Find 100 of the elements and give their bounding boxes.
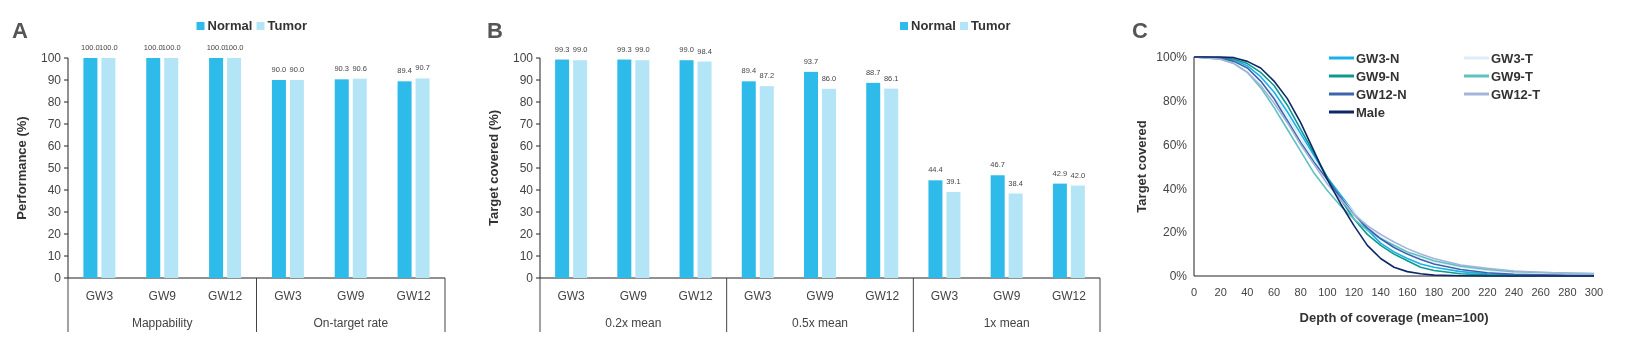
x-tick-label: 0	[1190, 286, 1198, 298]
x-tick-label: 220	[1478, 286, 1497, 298]
y-tick-label: 20	[47, 227, 62, 242]
y-tick-label: 100	[40, 51, 62, 66]
legend-label: GW3-T	[1491, 50, 1533, 66]
bar	[271, 80, 286, 278]
bar	[101, 58, 116, 278]
bar	[990, 175, 1005, 278]
y-tick-label: 50	[519, 161, 534, 176]
bar	[884, 88, 899, 278]
y-tick-label: 90	[519, 73, 534, 88]
x-tick-label: 80	[1294, 286, 1307, 298]
x-tick-label: GW12	[678, 289, 713, 303]
x-tick-label: GW9	[337, 289, 365, 303]
text: On-target rate	[313, 316, 389, 330]
x-tick-label: 100	[1318, 286, 1337, 298]
y-tick-label: 30	[47, 205, 62, 220]
x-tick-label: 20	[1214, 286, 1227, 298]
x-tick-label: 260	[1531, 286, 1550, 298]
y-tick-label: 60	[47, 139, 62, 154]
bar	[555, 59, 570, 278]
bar	[759, 86, 774, 278]
y-tick-label: 50	[47, 161, 62, 176]
bar	[334, 79, 349, 278]
x-tick-label: GW3	[744, 289, 772, 303]
bar	[1008, 193, 1023, 278]
text: 1x mean	[983, 316, 1030, 330]
y-tick-label: 20%	[1162, 225, 1188, 240]
bar	[146, 58, 161, 278]
y-axis-title: Target covered (%)	[486, 109, 501, 227]
x-tick-label: GW3	[274, 289, 302, 303]
bar	[1052, 183, 1067, 278]
bar	[679, 60, 694, 278]
legend-label: Tumor	[971, 18, 1011, 33]
x-tick-label: GW12	[396, 289, 431, 303]
x-tick-label: GW3	[85, 289, 114, 303]
legend-label: Normal	[207, 18, 253, 33]
y-tick-label: 0	[526, 271, 534, 286]
y-tick-label: 10	[519, 249, 534, 264]
x-tick-label: 200	[1451, 286, 1470, 298]
bar	[83, 58, 98, 278]
x-tick-label: GW9	[806, 289, 834, 303]
x-tick-label: GW12	[208, 289, 243, 303]
x-tick-label: GW9	[148, 289, 177, 303]
text: 0.5x mean	[791, 316, 849, 330]
x-tick-label: 120	[1344, 286, 1364, 298]
bar	[741, 81, 756, 278]
y-axis-title: Performance (%)	[14, 116, 29, 220]
bar	[1070, 185, 1085, 278]
x-tick-label: 160	[1398, 286, 1417, 298]
x-tick-label: 180	[1424, 286, 1444, 298]
text: 0.2x mean	[605, 316, 662, 330]
chart-title: B	[487, 18, 503, 43]
y-tick-label: 70	[47, 117, 62, 132]
x-tick-label: GW3	[930, 289, 959, 303]
x-tick-label: 40	[1241, 286, 1254, 298]
x-tick-label: 240	[1504, 286, 1524, 298]
x-tick-label: GW3	[557, 289, 586, 303]
y-tick-label: 80%	[1162, 94, 1188, 108]
y-tick-label: 100	[512, 51, 534, 66]
y-tick-label: 30	[519, 205, 534, 220]
bar	[804, 71, 818, 278]
x-tick-label: 300	[1584, 286, 1604, 298]
bar	[227, 58, 242, 278]
bar	[866, 82, 881, 278]
y-tick-label: 40%	[1162, 181, 1188, 196]
x-axis-title: Depth of coverage (mean=100)	[1299, 310, 1489, 325]
bar	[352, 78, 367, 278]
y-tick-label: 10	[47, 249, 62, 264]
y-axis-title: Target covered	[1134, 120, 1149, 213]
legend-label: Normal	[911, 18, 956, 33]
legend-label: Male	[1356, 104, 1385, 120]
bar	[415, 78, 430, 278]
bar	[397, 81, 412, 278]
legend-label: GW3-N	[1356, 50, 1400, 66]
x-tick-label: GW9	[619, 289, 648, 303]
legend-label: GW9-N	[1356, 68, 1400, 84]
y-tick-label: 40	[47, 183, 62, 198]
legend-label: Tumor	[267, 18, 307, 33]
bar	[635, 60, 650, 278]
bar	[164, 58, 179, 278]
y-tick-label: 0	[54, 271, 62, 286]
bar	[928, 180, 943, 278]
x-tick-label: GW12	[1051, 289, 1087, 303]
y-tick-label: 90	[47, 73, 62, 88]
x-tick-label: GW9	[992, 289, 1021, 303]
y-tick-label: 20	[519, 227, 534, 242]
bar	[617, 59, 632, 278]
bar	[289, 80, 304, 278]
bar	[822, 88, 836, 278]
x-tick-label: GW12	[865, 289, 900, 303]
y-tick-label: 60%	[1162, 137, 1188, 152]
legend-label: GW12-N	[1356, 86, 1407, 102]
bar	[573, 60, 588, 278]
y-tick-label: 0%	[1169, 269, 1188, 284]
y-tick-label: 100%	[1156, 50, 1188, 65]
x-tick-label: 60	[1267, 286, 1281, 298]
text: Mappability	[131, 316, 193, 330]
chart-title: C	[1132, 18, 1148, 43]
y-tick-label: 80	[47, 95, 62, 110]
